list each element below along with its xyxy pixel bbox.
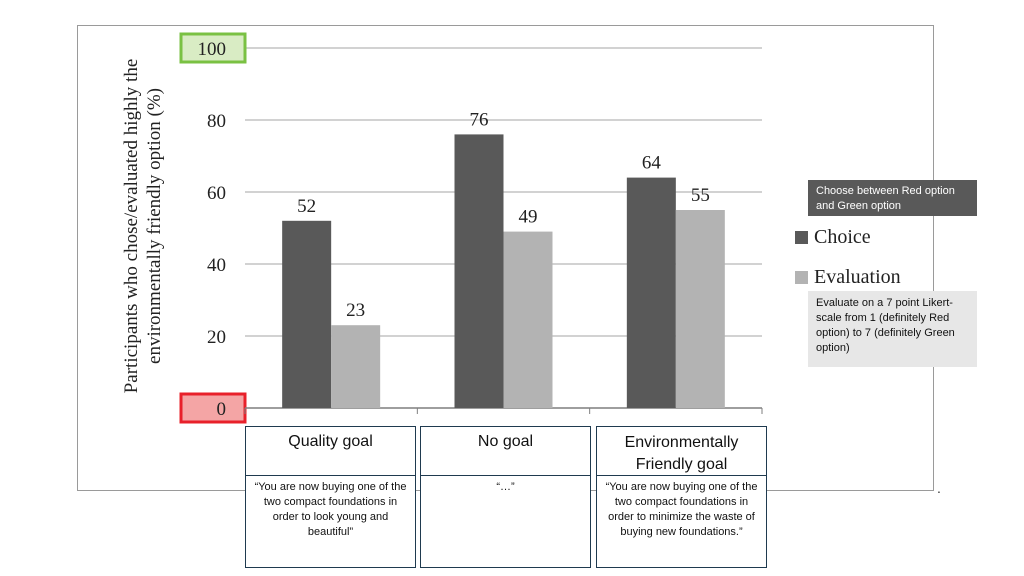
legend-evaluation-note: Evaluate on a 7 point Likert-scale from … bbox=[808, 291, 977, 367]
y-tick-highlight-max bbox=[179, 32, 247, 64]
data-label: 49 bbox=[519, 207, 538, 228]
data-label: 55 bbox=[691, 185, 710, 206]
bar-evaluation bbox=[331, 325, 381, 408]
category-box-env-friendly: Environmentally Friendly goal bbox=[596, 426, 767, 476]
category-description-no-goal: “…” bbox=[420, 475, 591, 568]
category-description: “…” bbox=[496, 481, 515, 493]
data-label: 23 bbox=[346, 300, 365, 321]
category-box-quality: Quality goal bbox=[245, 426, 416, 476]
trailing-mark: . bbox=[937, 480, 941, 496]
legend-item-evaluation: Evaluation bbox=[795, 266, 901, 289]
legend-label-evaluation: Evaluation bbox=[814, 266, 901, 288]
y-axis-label: Participants who chose/evaluated highly … bbox=[121, 58, 165, 394]
category-description-env-friendly: “You are now buying one of the two compa… bbox=[596, 475, 767, 568]
y-tick-label: 80 bbox=[207, 111, 226, 132]
data-label: 52 bbox=[297, 196, 316, 217]
category-label: Environmentally Friendly goal bbox=[624, 434, 739, 473]
bar-evaluation bbox=[675, 210, 725, 408]
bar-choice bbox=[454, 134, 504, 408]
y-tick-highlight-min bbox=[179, 392, 247, 424]
legend-swatch-choice bbox=[795, 231, 808, 244]
data-label: 76 bbox=[470, 109, 489, 130]
y-tick-label: 40 bbox=[207, 255, 226, 276]
y-tick-label: 100 bbox=[198, 39, 227, 60]
category-label: Quality goal bbox=[288, 433, 373, 450]
legend-label-choice: Choice bbox=[814, 226, 871, 248]
bar-choice bbox=[282, 220, 332, 408]
data-label: 64 bbox=[642, 153, 662, 174]
category-box-no-goal: No goal bbox=[420, 426, 591, 476]
y-tick-label: 20 bbox=[207, 327, 226, 348]
category-description: “You are now buying one of the two compa… bbox=[605, 481, 758, 538]
y-tick-label: 60 bbox=[207, 183, 226, 204]
category-description: “You are now buying one of the two compa… bbox=[254, 481, 407, 538]
legend-item-choice: Choice bbox=[795, 226, 871, 249]
category-description-quality: “You are now buying one of the two compa… bbox=[245, 475, 416, 568]
bar-evaluation bbox=[503, 231, 553, 408]
legend-choice-note: Choose between Red option and Green opti… bbox=[808, 180, 977, 216]
legend-swatch-evaluation bbox=[795, 271, 808, 284]
bar-choice bbox=[626, 177, 676, 408]
y-tick-label: 0 bbox=[217, 399, 227, 420]
category-label: No goal bbox=[477, 433, 534, 450]
